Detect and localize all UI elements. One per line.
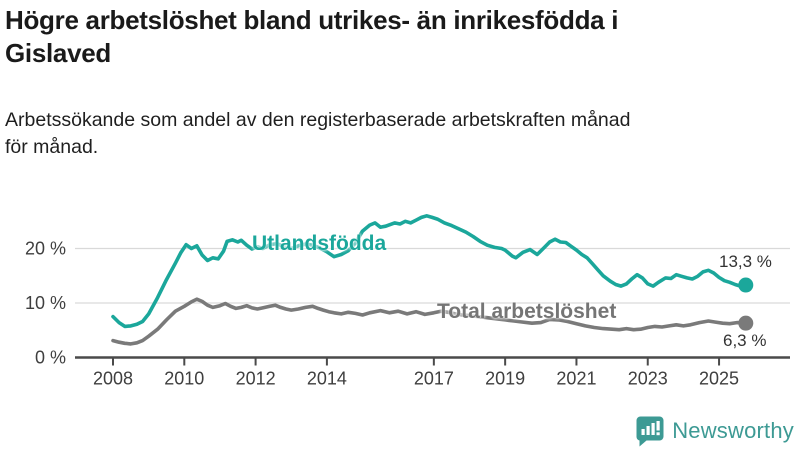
x-tick-label-2014: 2014 — [307, 369, 347, 389]
x-tick-label-2012: 2012 — [236, 369, 276, 389]
y-tick-label-0: 0 % — [35, 348, 66, 368]
newsworthy-logo-icon — [636, 416, 664, 447]
newsworthy-logo: Newsworthy — [635, 414, 794, 448]
series-label-utlandsfodda: Utlandsfödda — [252, 232, 387, 255]
x-tick-label-2023: 2023 — [628, 369, 668, 389]
y-tick-label-10: 10 % — [25, 293, 66, 313]
x-tick-label-2021: 2021 — [556, 369, 596, 389]
x-tick-label-2019: 2019 — [485, 369, 525, 389]
exclamation-dot — [656, 432, 660, 436]
x-tick-label-2017: 2017 — [414, 369, 454, 389]
line-series-total — [111, 297, 748, 346]
end-dot-utlandsfodda — [738, 277, 754, 293]
exclamation-stem — [656, 421, 660, 431]
bar-2 — [646, 426, 650, 435]
newsworthy-logo-text: Newsworthy — [672, 418, 794, 443]
end-dot-total — [738, 315, 754, 331]
bar-1 — [641, 429, 645, 435]
chart-title-line2: Gislaved — [5, 38, 111, 69]
line-series-utlandsfodda — [111, 214, 748, 329]
bar-3 — [651, 423, 655, 435]
x-tick-label-2010: 2010 — [164, 369, 204, 389]
x-tick-label-2008: 2008 — [93, 369, 133, 389]
chart-subtitle: Arbetssökande som andel av den registerb… — [5, 107, 795, 162]
chart-title-line1: Högre arbetslöshet bland utrikes- än inr… — [5, 5, 619, 35]
series-label-total-arbetsloshet: Total arbetslöshet — [437, 300, 617, 323]
end-value-label-utlandsfodda: 13,3 % — [719, 252, 772, 271]
chart-title: Högre arbetslöshet bland utrikes- än inr… — [5, 4, 795, 70]
end-value-label-total: 6,3 % — [723, 331, 767, 350]
x-tick-label-2025: 2025 — [699, 369, 739, 389]
chart-subtitle-line2: för månad. — [5, 136, 99, 159]
y-tick-label-20: 20 % — [25, 239, 66, 259]
chart-subtitle-line1: Arbetssökande som andel av den registerb… — [5, 109, 631, 131]
